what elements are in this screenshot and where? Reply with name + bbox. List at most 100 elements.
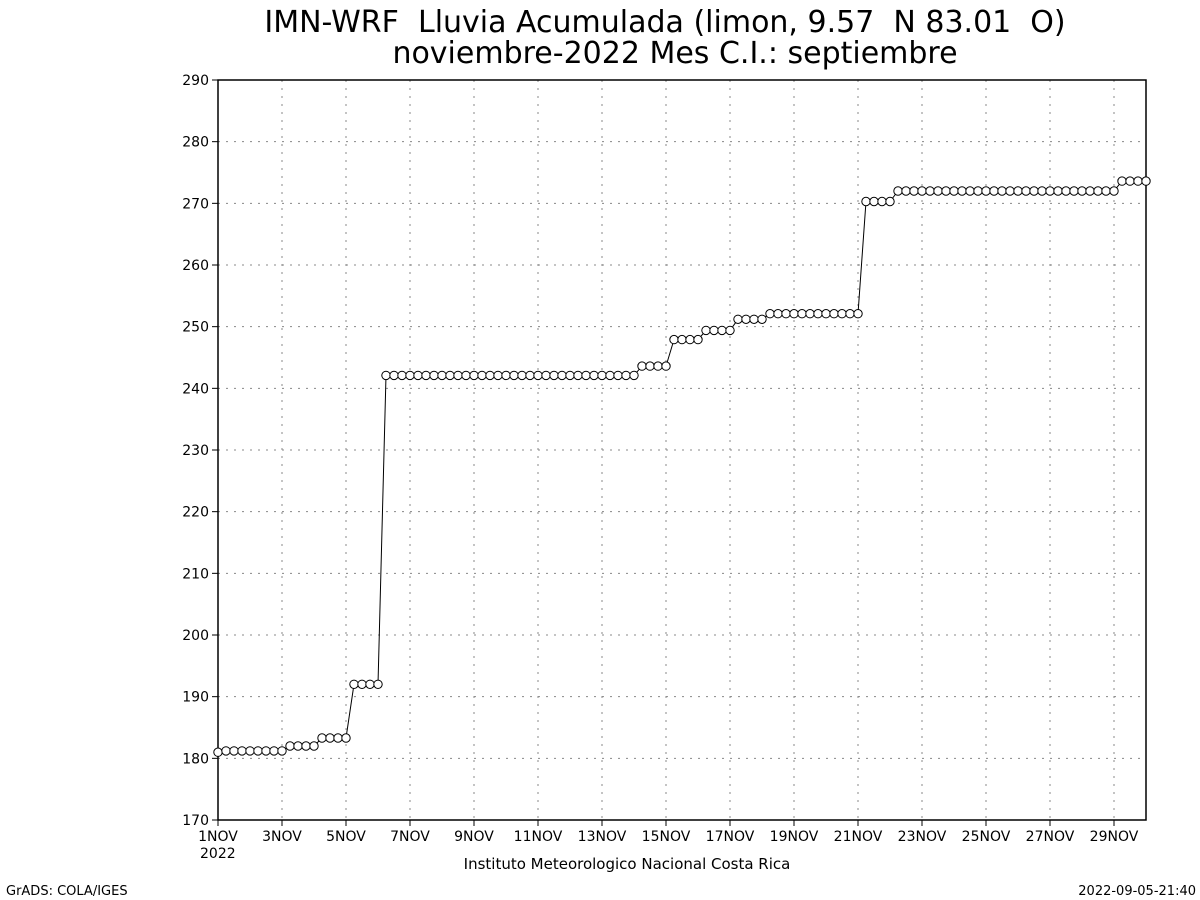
data-point <box>1085 186 1095 196</box>
data-point <box>541 370 551 381</box>
data-point <box>429 370 439 381</box>
data-point <box>909 186 919 196</box>
x-tick-label: 19NOV <box>770 829 819 845</box>
data-point <box>373 679 383 689</box>
data-point <box>605 370 615 381</box>
data-point <box>885 196 895 207</box>
x-tick-label: 1NOV <box>198 829 238 845</box>
data-point <box>981 186 991 196</box>
data-point <box>1045 186 1055 196</box>
x-tick-label: 27NOV <box>1026 829 1075 845</box>
timestamp-label: 2022-09-05-21:40 <box>1078 884 1196 899</box>
data-point <box>1037 186 1047 196</box>
data-point <box>293 741 303 751</box>
data-point <box>821 309 831 319</box>
data-point <box>789 309 799 319</box>
y-tick-label: 170 <box>182 813 209 829</box>
x-axis: 1NOV 3NOV 5NOV 7NOV 9NOV 11NOV 13NOV 15NOV 17NOV… <box>198 820 1139 845</box>
data-point <box>445 370 455 381</box>
y-tick-label: 240 <box>182 381 209 397</box>
data-point <box>653 361 663 371</box>
data-point <box>949 186 959 196</box>
data-point <box>629 370 639 381</box>
data-point <box>877 196 887 207</box>
data-point <box>1021 186 1031 196</box>
data-point <box>261 746 271 756</box>
data-point <box>453 370 463 381</box>
data-point <box>1061 186 1071 196</box>
data-point <box>413 370 423 381</box>
x-tick-label: 21NOV <box>834 829 883 845</box>
data-point <box>589 370 599 381</box>
data-point <box>1069 186 1079 196</box>
data-point <box>661 361 671 371</box>
data-point <box>765 309 775 319</box>
chart-title-line1: IMN-WRF Lluvia Acumulada (limon, 9.57 N … <box>264 5 1065 40</box>
data-point <box>965 186 975 196</box>
data-point <box>997 186 1007 196</box>
data-point <box>533 370 543 381</box>
data-point <box>637 361 647 371</box>
data-point <box>693 334 703 345</box>
data-point <box>917 186 927 196</box>
x-tick-label: 9NOV <box>454 829 494 845</box>
data-point <box>565 370 575 381</box>
data-point <box>381 370 391 381</box>
data-point <box>869 196 879 207</box>
data-point <box>645 361 655 371</box>
data-point <box>357 679 367 689</box>
x-tick-label: 17NOV <box>706 829 755 845</box>
data-point <box>749 314 759 324</box>
data-point <box>805 309 815 319</box>
data-point <box>901 186 911 196</box>
data-point <box>461 370 471 381</box>
data-point <box>709 325 719 336</box>
data-point <box>285 741 295 751</box>
y-tick-label: 270 <box>182 196 209 212</box>
data-point <box>389 370 399 381</box>
data-point <box>853 309 863 319</box>
grid-lines <box>218 80 1146 820</box>
data-point <box>669 334 679 345</box>
y-axis: 170 180 190 200 210 220 230 240 250 260 270 280 290 <box>182 73 218 829</box>
x-tick-label: 23NOV <box>898 829 947 845</box>
y-tick-label: 290 <box>182 73 209 89</box>
data-point <box>733 314 743 324</box>
data-point <box>245 746 255 756</box>
data-point <box>421 370 431 381</box>
data-point <box>333 733 343 743</box>
series-rainfall <box>213 176 1151 757</box>
data-point <box>837 309 847 319</box>
data-point <box>973 186 983 196</box>
series-line <box>217 180 1146 753</box>
data-point <box>989 186 999 196</box>
data-point <box>1077 186 1087 196</box>
data-point <box>677 334 687 345</box>
data-point <box>957 186 967 196</box>
data-point <box>349 679 359 689</box>
data-point <box>493 370 503 381</box>
data-point <box>941 186 951 196</box>
data-point <box>829 309 839 319</box>
data-point <box>277 746 287 756</box>
data-point <box>861 196 871 207</box>
data-point <box>213 747 223 757</box>
data-point <box>757 314 767 324</box>
data-point <box>933 186 943 196</box>
data-point <box>685 334 695 345</box>
data-point <box>1125 176 1135 186</box>
data-point <box>437 370 447 381</box>
data-point <box>405 370 415 381</box>
data-point <box>317 733 327 743</box>
data-point <box>1013 186 1023 196</box>
y-tick-label: 200 <box>182 628 209 644</box>
data-point <box>341 733 351 743</box>
data-point <box>845 309 855 319</box>
data-point <box>573 370 583 381</box>
y-tick-label: 210 <box>182 566 209 582</box>
data-point <box>741 314 751 324</box>
y-tick-label: 220 <box>182 505 209 521</box>
institution-label: Instituto Meteorologico Nacional Costa R… <box>464 855 791 873</box>
data-point <box>781 309 791 319</box>
x-tick-label: 3NOV <box>262 829 302 845</box>
